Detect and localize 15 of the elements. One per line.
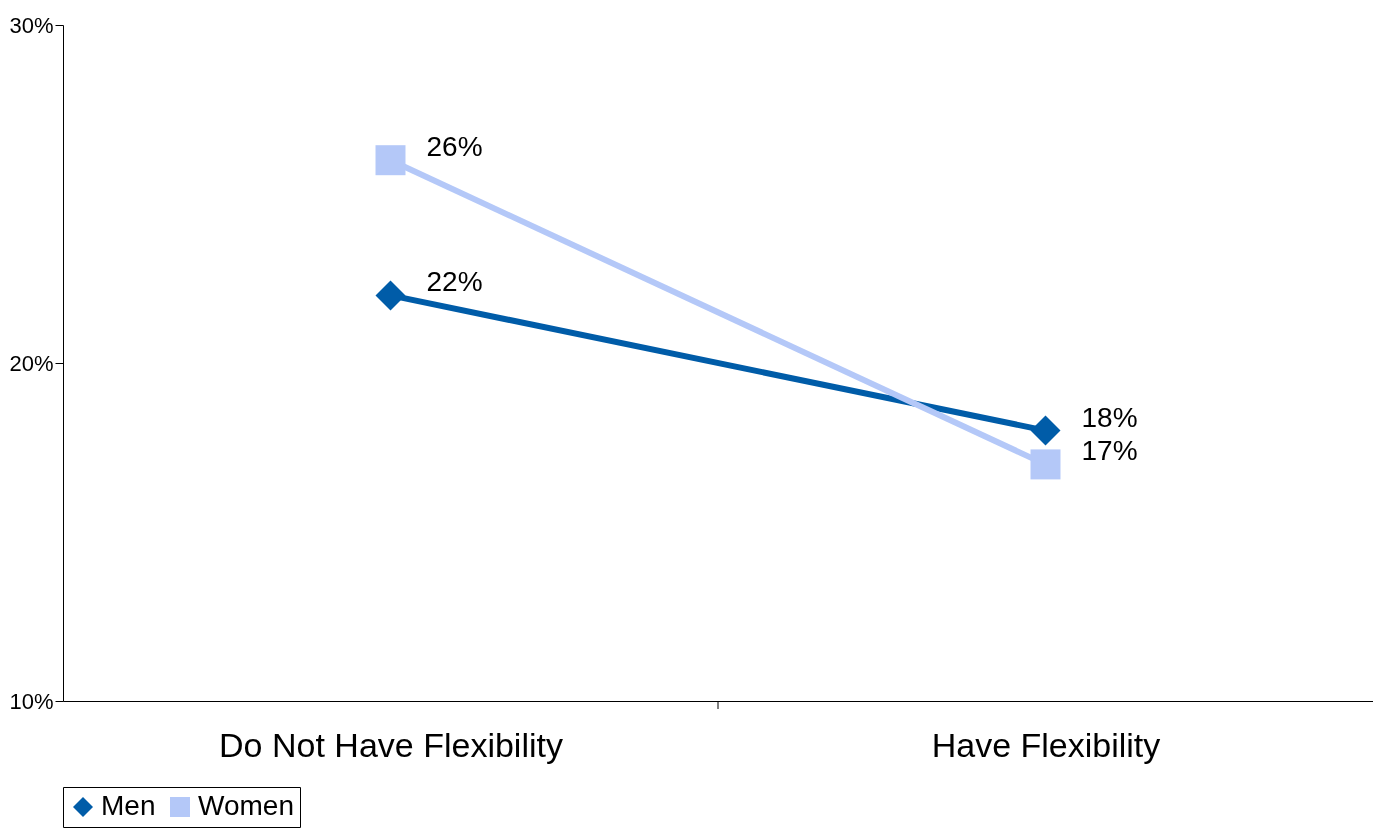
legend-label: Women [198,790,294,821]
x-tick-label: Have Flexibility [931,725,1161,764]
y-tick-label: 20% [9,350,54,376]
y-tick-label: 30% [9,12,54,38]
data-label: 26% [426,131,483,163]
y-tick-label: 10% [9,688,54,714]
x-tick-label: Do Not Have Flexibility [219,725,563,764]
point [375,145,406,176]
data-label: 17% [1081,435,1138,467]
point [1030,449,1061,480]
point [375,280,406,311]
data-label: 22% [426,266,483,298]
point [1030,415,1061,446]
legend-label: Men [101,790,156,821]
data-label: 18% [1081,401,1138,433]
